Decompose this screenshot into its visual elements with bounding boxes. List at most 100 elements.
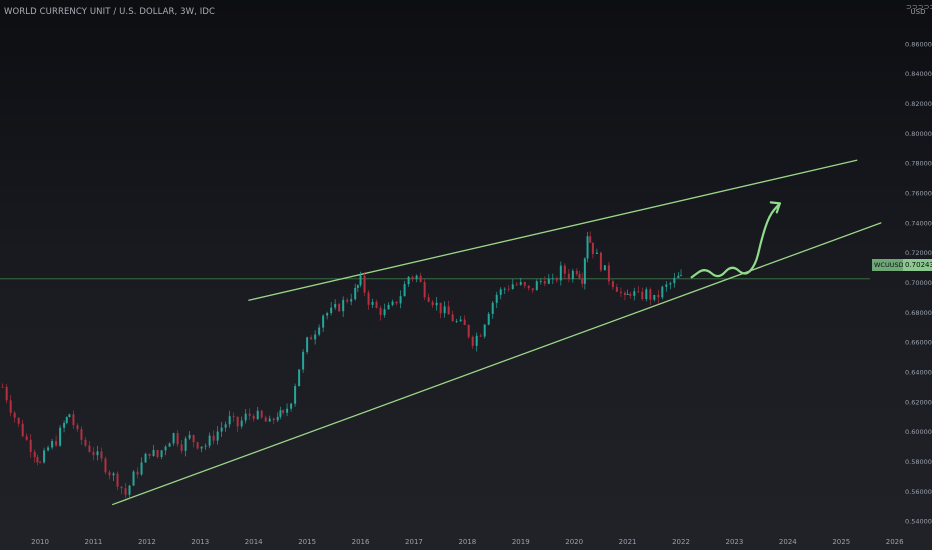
- candle-body: [216, 431, 219, 441]
- candle-body: [611, 281, 614, 287]
- candle-body: [84, 439, 87, 446]
- x-tick-label: 2018: [458, 538, 476, 546]
- symbol-tag: WCUUSD: [872, 259, 906, 271]
- candle-body: [156, 450, 159, 458]
- candle-body: [212, 435, 215, 441]
- candle-body: [268, 418, 271, 422]
- candle-body: [531, 288, 534, 291]
- candle-body: [256, 410, 259, 420]
- candle-body: [282, 410, 285, 413]
- candle-body: [43, 450, 46, 463]
- projection-arrow-head: [769, 201, 781, 214]
- candle-body: [589, 236, 592, 243]
- candle-body: [503, 288, 506, 290]
- candle-body: [232, 416, 235, 418]
- candle-body: [567, 273, 570, 279]
- candle-body: [359, 275, 362, 286]
- candle-body: [619, 291, 622, 293]
- candle-body: [511, 284, 514, 290]
- candle-body: [657, 294, 660, 298]
- candle-body: [9, 400, 12, 413]
- price-axis[interactable]: 0.54000 0.56000 0.58000 0.60000 0.62000 0.640…: [905, 40, 932, 525]
- y-tick-label: 0.64000: [905, 368, 932, 376]
- candle-body: [443, 306, 446, 314]
- candle-body: [571, 270, 574, 279]
- candle-body: [39, 462, 42, 463]
- candle-body: [423, 281, 426, 298]
- candle-body: [399, 296, 402, 304]
- candle-body: [1, 386, 4, 388]
- x-tick-label: 2014: [245, 538, 263, 546]
- candle-body: [68, 414, 71, 418]
- y-tick-label: 0.62000: [905, 398, 932, 406]
- candle-body: [152, 450, 155, 456]
- candle-body: [200, 446, 203, 449]
- candle-body: [483, 324, 486, 337]
- candle-body: [479, 335, 482, 337]
- y-tick-label: 0.70000: [905, 279, 932, 287]
- x-tick-label: 2015: [298, 538, 316, 546]
- candle-body: [356, 285, 359, 288]
- candle-body: [65, 417, 68, 423]
- candle-body: [148, 453, 151, 456]
- candle-body: [260, 410, 263, 418]
- candle-body: [519, 282, 522, 285]
- candle-body: [459, 319, 462, 322]
- candle-body: [641, 291, 644, 299]
- candle-body: [192, 434, 195, 443]
- y-tick-label: 0.58000: [905, 458, 932, 466]
- candle-body: [415, 275, 418, 279]
- candle-body: [55, 441, 58, 446]
- candle-body: [419, 275, 422, 282]
- candle-body: [29, 439, 32, 452]
- candle-body: [407, 276, 410, 285]
- candle-body: [487, 313, 490, 325]
- candle-body: [47, 447, 50, 451]
- candle-body: [673, 277, 676, 284]
- candle-body: [228, 416, 231, 425]
- y-tick-label: 0.84000: [905, 70, 932, 78]
- candle-body: [51, 441, 54, 448]
- candle-body: [649, 289, 652, 300]
- x-tick-label: 2026: [886, 538, 904, 546]
- candle-body: [128, 485, 131, 495]
- last-price-tag: 0.70243: [903, 259, 932, 271]
- candle-body: [463, 319, 466, 326]
- candle-body: [286, 408, 289, 413]
- candle-body: [172, 433, 175, 444]
- candle-body: [523, 282, 526, 286]
- y-tick-label: 0.68000: [905, 309, 932, 317]
- y-tick-label: 0.74000: [905, 219, 932, 227]
- candle-body: [180, 444, 183, 451]
- candle-body: [120, 486, 123, 489]
- projection-arrow-path: [690, 202, 781, 279]
- currency-unit: USD: [910, 8, 926, 16]
- candle-body: [59, 427, 62, 446]
- candle-body: [375, 301, 378, 308]
- candle-body: [298, 369, 301, 387]
- y-tick-label: 0.66000: [905, 339, 932, 347]
- candle-body: [184, 438, 187, 451]
- candle-body: [318, 327, 321, 335]
- candle-body: [653, 294, 656, 300]
- candle-body: [306, 337, 309, 352]
- candle-body: [467, 325, 470, 337]
- time-axis[interactable]: 2010 2011 2012 2013 2014 2015 2016 2017 2018 2019…: [31, 538, 904, 546]
- candle-body: [302, 351, 305, 370]
- candle-body: [342, 299, 345, 312]
- candle-body: [439, 302, 442, 314]
- projection-arrow-layer: [690, 201, 781, 279]
- candle-body: [136, 471, 139, 475]
- candle-body: [535, 281, 538, 291]
- candle-body: [599, 252, 602, 271]
- candle-body: [583, 258, 586, 284]
- y-tick-label: 0.56000: [905, 488, 932, 496]
- candle-body: [595, 252, 598, 254]
- y-tick-label: 0.78000: [905, 160, 932, 168]
- candle-body: [431, 301, 434, 306]
- candle-body: [144, 453, 147, 463]
- candle-body: [607, 265, 610, 282]
- candle-body: [322, 315, 325, 328]
- candle-body: [314, 334, 317, 340]
